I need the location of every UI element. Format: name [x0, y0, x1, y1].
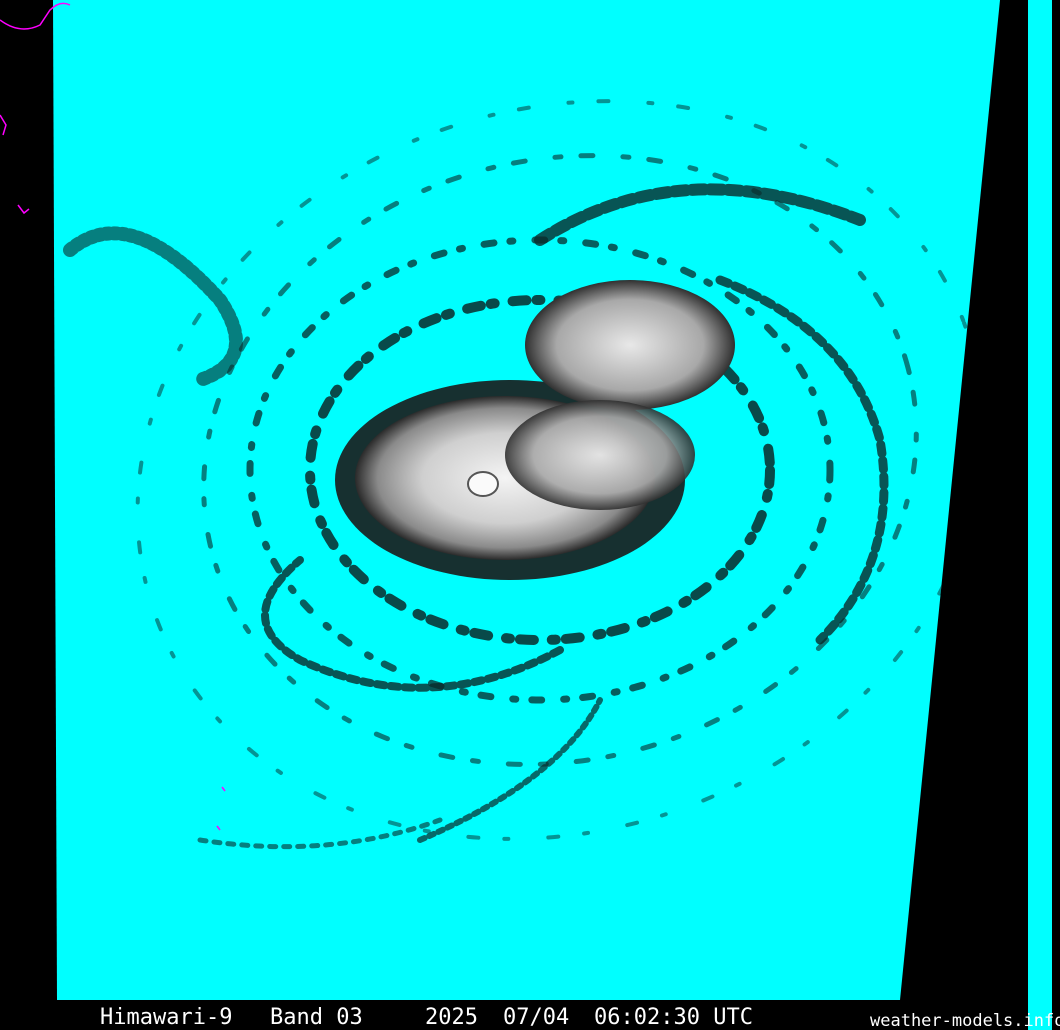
cloud-field [63, 99, 985, 850]
year-label: 2025 [425, 1005, 478, 1030]
satellite-name: Himawari-9 [100, 1005, 232, 1030]
time-label: 06:02:30 UTC [594, 1005, 753, 1030]
caption-bar: Himawari-9 Band 03 2025 07/04 06:02:30 U… [100, 1005, 1060, 1030]
coastline [0, 2, 226, 831]
credit: weather-models.info [870, 1011, 1060, 1030]
storm-core [335, 280, 735, 580]
date-label: 07/04 [503, 1005, 569, 1030]
band-label: Band 03 [270, 1005, 363, 1030]
scan-strip [1028, 0, 1052, 1030]
